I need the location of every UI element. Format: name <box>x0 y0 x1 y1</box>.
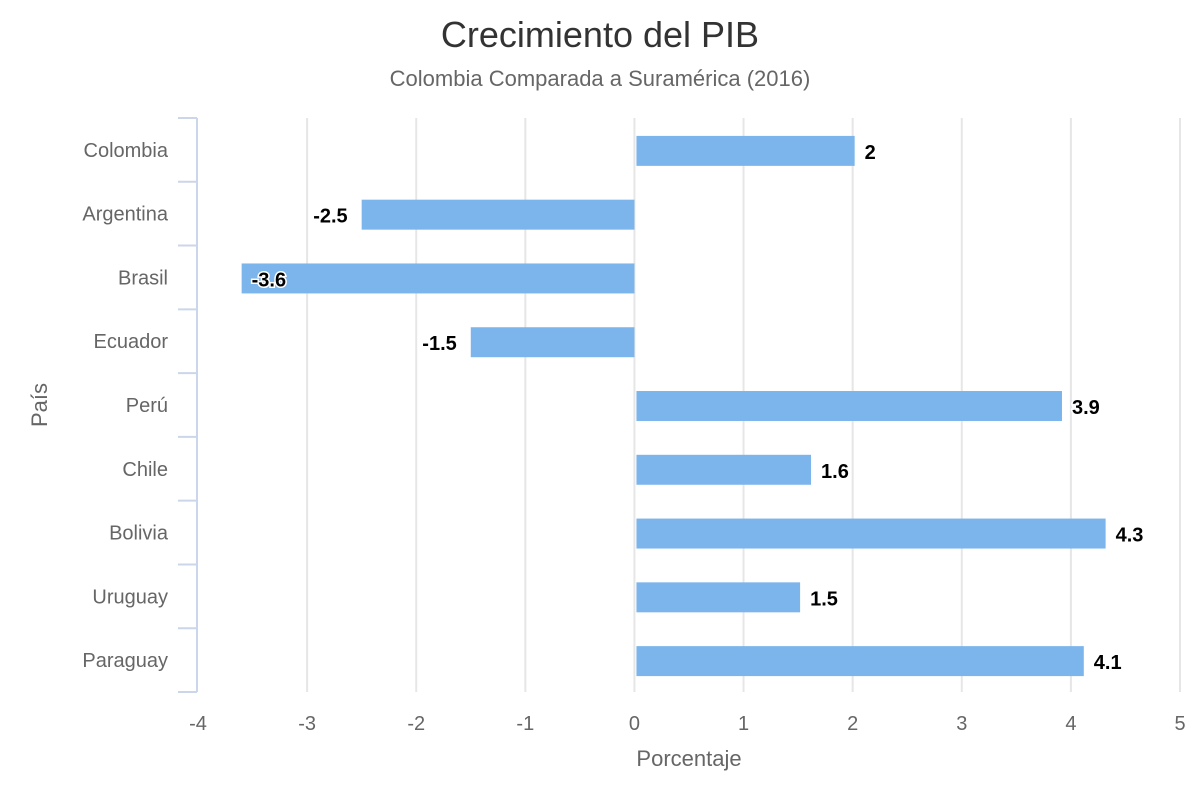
category-label: Brasil <box>118 267 168 289</box>
x-tick-label: 0 <box>629 713 640 735</box>
x-tick-label: 5 <box>1174 713 1185 735</box>
category-label: Argentina <box>82 204 168 226</box>
data-label: 4.3 <box>1116 525 1144 547</box>
category-label: Chile <box>122 459 168 481</box>
data-label: 1.5 <box>810 588 838 610</box>
y-axis-title: País <box>27 383 52 427</box>
data-label-layer: 2 -2.5 -3.6 -1.5 3.9 1.6 4.3 1.5 4.1 <box>250 140 1145 675</box>
bar <box>636 582 801 613</box>
x-axis-title: Porcentaje <box>636 746 741 771</box>
chart-subtitle: Colombia Comparada a Suramérica (2016) <box>389 66 811 91</box>
category-label: Colombia <box>84 140 169 162</box>
x-tick-label: -3 <box>298 713 316 735</box>
x-tick-label: 1 <box>738 713 749 735</box>
category-label: Uruguay <box>92 586 168 608</box>
category-label: Ecuador <box>94 331 169 353</box>
bar <box>636 135 855 166</box>
bar <box>636 454 812 485</box>
data-label: 2 <box>865 142 876 164</box>
data-label: -3.6 <box>252 269 286 291</box>
data-label: -2.5 <box>313 206 347 228</box>
bar <box>636 391 1062 421</box>
chart-title: Crecimiento del PIB <box>440 14 760 55</box>
x-tick-label: -1 <box>516 713 534 735</box>
x-tick-label: 4 <box>1065 713 1076 735</box>
data-label: 3.9 <box>1072 397 1100 419</box>
bar <box>470 327 635 358</box>
x-tick-label: 2 <box>847 713 858 735</box>
bar-layer <box>241 135 1106 677</box>
bar <box>361 199 635 230</box>
category-label: Bolivia <box>109 523 169 545</box>
value-axis-ticks: -4 -3 -2 -1 0 1 2 3 4 5 <box>189 713 1185 735</box>
x-tick-label: -2 <box>407 713 425 735</box>
bar <box>636 646 1084 677</box>
data-label: 4.1 <box>1094 652 1122 674</box>
bar <box>241 263 635 294</box>
x-tick-label: -4 <box>189 713 207 735</box>
data-label: 1.6 <box>821 461 849 483</box>
bar <box>636 518 1106 549</box>
x-tick-label: 3 <box>956 713 967 735</box>
data-label: -1.5 <box>422 333 456 355</box>
category-label: Perú <box>126 395 168 417</box>
category-axis: Colombia Argentina Brasil Ecuador Perú Chile B… <box>82 117 198 693</box>
category-label: Paraguay <box>82 650 168 672</box>
